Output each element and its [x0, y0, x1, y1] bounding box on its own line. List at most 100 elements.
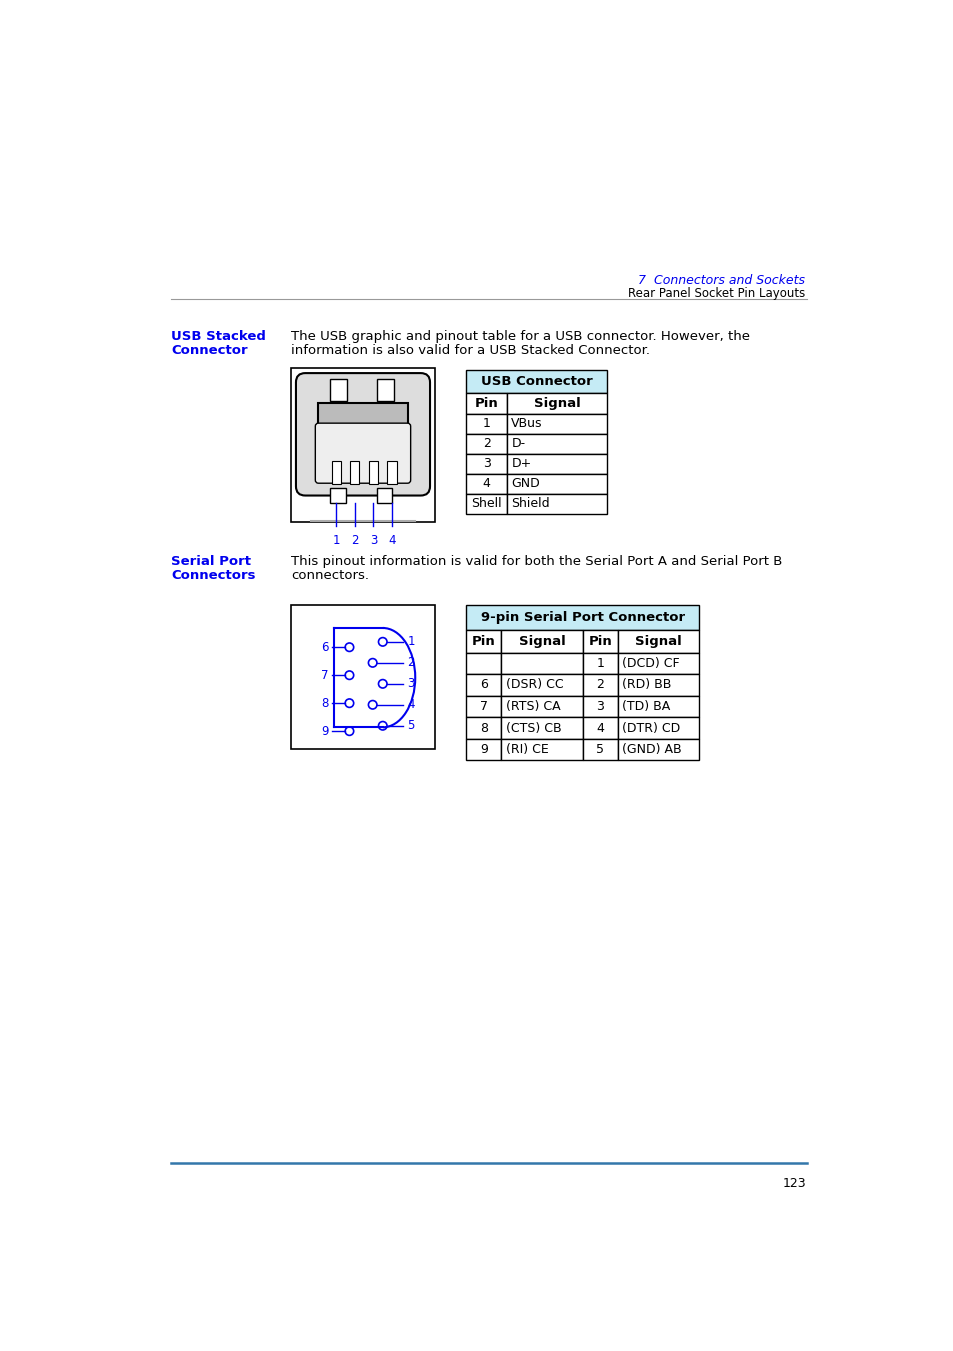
Text: This pinout information is valid for both the Serial Port A and Serial Port B: This pinout information is valid for bot… [291, 555, 781, 567]
Text: Shield: Shield [511, 497, 550, 511]
Bar [582, 717, 617, 739]
Text: GND: GND [511, 477, 539, 490]
Text: 1: 1 [482, 417, 490, 431]
Text: 4: 4 [407, 698, 415, 711]
Bar [466, 674, 500, 696]
Bar [500, 717, 582, 739]
Bar [466, 630, 500, 653]
Bar [330, 380, 347, 401]
Text: 3: 3 [482, 458, 490, 470]
FancyBboxPatch shape [295, 373, 430, 496]
Text: (CTS) CB: (CTS) CB [505, 721, 561, 735]
Text: USB Connector: USB Connector [480, 376, 592, 388]
Text: 123: 123 [782, 1177, 806, 1190]
Text: information is also valid for a USB Stacked Connector.: information is also valid for a USB Stac… [291, 345, 650, 357]
Bar [617, 696, 699, 717]
Bar [387, 461, 396, 484]
Bar [332, 461, 340, 484]
Bar [376, 488, 392, 503]
Text: 9: 9 [320, 724, 328, 738]
Text: Shell: Shell [471, 497, 501, 511]
Text: VBus: VBus [511, 417, 542, 431]
Bar [506, 494, 607, 513]
Bar [466, 494, 506, 513]
Text: connectors.: connectors. [291, 569, 369, 582]
Bar [466, 605, 699, 630]
Text: 9-pin Serial Port Connector: 9-pin Serial Port Connector [480, 611, 684, 624]
Text: (TD) BA: (TD) BA [621, 700, 670, 713]
Bar [466, 434, 506, 454]
Bar [466, 717, 500, 739]
Text: 5: 5 [407, 719, 415, 732]
Bar [506, 413, 607, 434]
Text: Pin: Pin [472, 635, 496, 647]
Text: (DCD) CF: (DCD) CF [621, 657, 679, 670]
Text: 6: 6 [479, 678, 487, 692]
Text: D-: D- [511, 438, 525, 450]
Bar [617, 739, 699, 761]
Text: Serial Port: Serial Port [171, 555, 251, 567]
Bar [617, 717, 699, 739]
Text: 4: 4 [388, 534, 395, 547]
Text: (RTS) CA: (RTS) CA [505, 700, 560, 713]
Text: Signal: Signal [533, 397, 579, 409]
Text: 3: 3 [407, 677, 415, 690]
Text: Connectors: Connectors [171, 569, 255, 582]
Text: (GND) AB: (GND) AB [621, 743, 681, 757]
Text: Connector: Connector [171, 345, 248, 357]
Bar [506, 454, 607, 474]
Text: 7  Connectors and Sockets: 7 Connectors and Sockets [638, 274, 804, 286]
Bar [500, 630, 582, 653]
Bar [500, 674, 582, 696]
Bar [506, 393, 607, 413]
Text: Pin: Pin [588, 635, 612, 647]
Text: 4: 4 [482, 477, 490, 490]
Bar [466, 739, 500, 761]
Bar [582, 653, 617, 674]
Text: Signal: Signal [635, 635, 681, 647]
Bar [466, 393, 506, 413]
Text: 2: 2 [407, 657, 415, 669]
Bar [466, 653, 500, 674]
Text: (RD) BB: (RD) BB [621, 678, 671, 692]
Bar [582, 739, 617, 761]
Text: (RI) CE: (RI) CE [505, 743, 548, 757]
Text: (DTR) CD: (DTR) CD [621, 721, 679, 735]
Bar [376, 380, 394, 401]
Text: 5: 5 [596, 743, 603, 757]
Text: Signal: Signal [518, 635, 565, 647]
Bar [617, 653, 699, 674]
Bar [500, 739, 582, 761]
Bar [582, 674, 617, 696]
Bar [582, 696, 617, 717]
Text: D+: D+ [511, 458, 531, 470]
Text: 8: 8 [479, 721, 487, 735]
Text: 1: 1 [596, 657, 603, 670]
Bar [291, 605, 435, 748]
Bar [617, 630, 699, 653]
Bar [318, 403, 407, 434]
Bar [506, 434, 607, 454]
Text: 2: 2 [596, 678, 603, 692]
Text: (DSR) CC: (DSR) CC [505, 678, 563, 692]
Text: 1: 1 [333, 534, 339, 547]
Text: Rear Panel Socket Pin Layouts: Rear Panel Socket Pin Layouts [627, 286, 804, 300]
Text: 7: 7 [320, 669, 328, 682]
Text: 4: 4 [596, 721, 603, 735]
Bar [369, 461, 377, 484]
Bar [466, 474, 506, 494]
Text: 6: 6 [320, 640, 328, 654]
Bar [330, 488, 345, 503]
Bar [350, 461, 359, 484]
Text: 2: 2 [482, 438, 490, 450]
Text: 2: 2 [351, 534, 358, 547]
Text: 3: 3 [370, 534, 376, 547]
Bar [582, 630, 617, 653]
Bar [291, 369, 435, 523]
Bar [466, 413, 506, 434]
Text: 7: 7 [479, 700, 487, 713]
Bar [500, 696, 582, 717]
Text: Pin: Pin [475, 397, 498, 409]
Bar [466, 696, 500, 717]
Text: 3: 3 [596, 700, 603, 713]
